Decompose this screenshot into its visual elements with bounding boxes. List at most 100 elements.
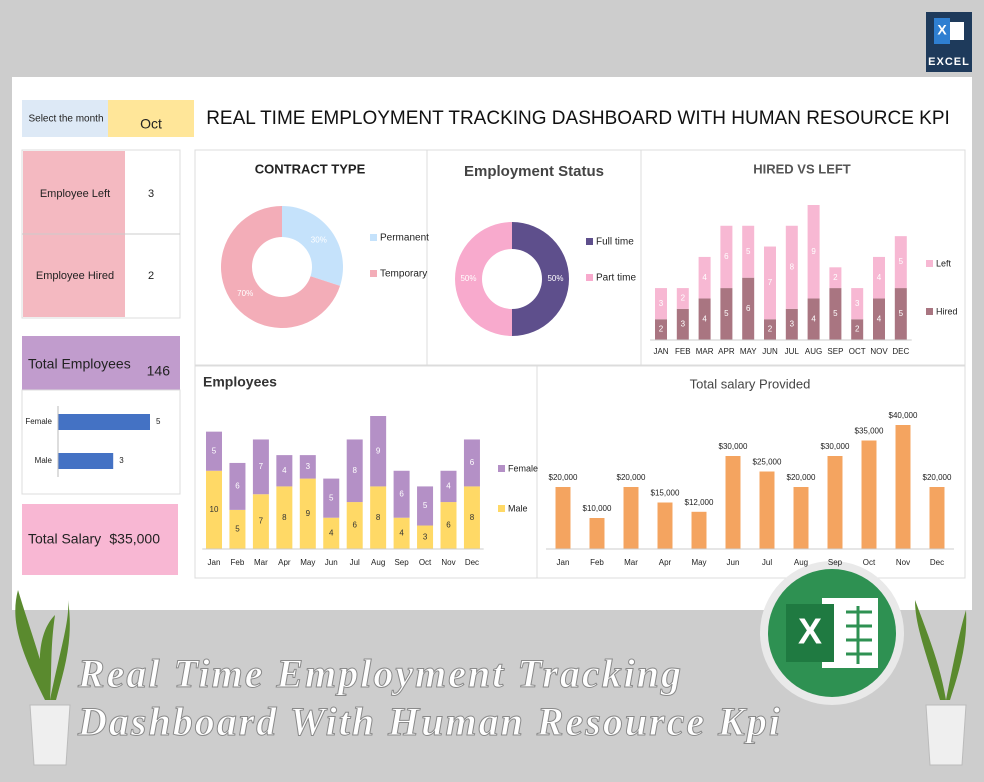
badge-sheet xyxy=(950,22,964,40)
data-label: 2 xyxy=(681,294,686,303)
data-label: $15,000 xyxy=(651,489,680,498)
data-label: 8 xyxy=(470,513,475,522)
bar-segment xyxy=(720,288,733,340)
bar-segment xyxy=(785,225,798,309)
x-tick-label: Dec xyxy=(465,558,479,567)
data-label: $20,000 xyxy=(923,473,952,482)
bar-segment xyxy=(851,319,864,340)
legend-swatch xyxy=(498,505,505,512)
bar xyxy=(58,414,150,430)
bar-segment xyxy=(276,486,293,549)
bar-segment xyxy=(764,246,776,320)
data-label: 8 xyxy=(790,262,795,271)
x-tick-label: JAN xyxy=(653,347,668,356)
bar-segment xyxy=(851,288,864,320)
salary-panel xyxy=(536,365,966,579)
x-tick-label: Feb xyxy=(590,558,604,567)
data-label: 5 xyxy=(212,446,217,455)
data-label: 2 xyxy=(855,325,860,334)
x-tick-label: Jul xyxy=(350,558,360,567)
bar-segment xyxy=(742,225,755,278)
data-label: 4 xyxy=(877,314,882,323)
bar-segment xyxy=(655,288,667,320)
bar-segment xyxy=(346,502,363,549)
data-label: 4 xyxy=(877,273,882,282)
bar-segment xyxy=(623,487,639,549)
month-value[interactable]: Oct xyxy=(140,116,162,132)
bar-segment xyxy=(299,455,316,479)
bar-segment xyxy=(691,511,707,549)
data-label: 9 xyxy=(811,247,816,256)
legend-label: Female xyxy=(508,463,538,473)
total-salary-value: $35,000 xyxy=(109,531,160,547)
legend-swatch xyxy=(926,308,933,315)
donut-segment xyxy=(455,222,512,336)
legend-label: Temporary xyxy=(380,269,427,280)
legend-label: Permanent xyxy=(380,233,429,244)
data-label: 2 xyxy=(659,325,664,334)
data-label: 5 xyxy=(235,525,240,534)
badge-label: EXCEL xyxy=(928,56,970,68)
bar-segment xyxy=(759,471,775,549)
dashboard-title: REAL TIME EMPLOYMENT TRACKING DASHBOARD … xyxy=(206,108,950,129)
data-label: $30,000 xyxy=(821,442,850,451)
x-tick-label: Aug xyxy=(371,558,385,567)
bar-segment xyxy=(655,319,667,340)
data-label: 7 xyxy=(259,517,264,526)
data-label: 9 xyxy=(306,509,311,518)
bar-segment xyxy=(229,509,246,549)
bar-segment xyxy=(698,256,711,299)
chart-title: HIRED VS LEFT xyxy=(753,161,851,176)
hired-left-panel xyxy=(640,149,966,366)
x-tick-label: AUG xyxy=(805,347,822,356)
month-box[interactable] xyxy=(108,100,194,137)
x-tick-label: May xyxy=(691,558,706,567)
kpi-left-label: Employee Left xyxy=(40,188,110,200)
plant-left xyxy=(15,590,71,766)
bar-segment xyxy=(785,308,798,340)
employees-panel xyxy=(194,365,538,579)
data-label: 6 xyxy=(724,252,729,261)
bar-segment xyxy=(463,486,480,549)
data-label: 4 xyxy=(702,314,707,323)
bar-segment xyxy=(807,298,820,340)
x-tick-label: Jul xyxy=(762,558,772,567)
data-label: 4 xyxy=(329,528,334,537)
data-label: $25,000 xyxy=(753,458,782,467)
data-label: 10 xyxy=(210,505,219,514)
legend-label: Left xyxy=(936,258,952,268)
data-label: 6 xyxy=(352,521,357,530)
data-label: 30% xyxy=(311,235,327,244)
month-label: Select the month xyxy=(28,114,103,125)
bar-segment xyxy=(417,486,434,526)
data-label: 5 xyxy=(833,309,838,318)
legend-label: Hired xyxy=(936,306,958,316)
chart-title: Employees xyxy=(203,374,277,390)
data-label: $30,000 xyxy=(719,442,748,451)
x-tick-label: MAR xyxy=(696,347,714,356)
data-label: 4 xyxy=(702,273,707,282)
badge-logo: X xyxy=(937,22,947,38)
data-label: 4 xyxy=(282,466,287,475)
bar-segment xyxy=(206,470,222,549)
x-tick-label: Oct xyxy=(863,558,876,567)
x-tick-label: FEB xyxy=(675,347,691,356)
x-tick-label: Mar xyxy=(624,558,638,567)
donut-segment xyxy=(220,206,341,328)
data-label: 3 xyxy=(855,299,860,308)
bar-segment xyxy=(720,225,733,289)
month-label-box[interactable] xyxy=(22,100,108,137)
data-label: 70% xyxy=(237,289,253,298)
bar-segment xyxy=(873,298,885,340)
legend-swatch xyxy=(370,270,377,277)
bar-segment xyxy=(206,431,222,471)
donut-segment xyxy=(282,206,343,286)
data-label: 2 xyxy=(833,273,838,282)
badge-icon xyxy=(934,18,950,44)
total-salary-label: Total Salary xyxy=(28,531,101,547)
total-employees-card xyxy=(22,336,180,390)
category-label: Male xyxy=(35,456,53,465)
x-tick-label: May xyxy=(300,558,315,567)
total-salary-card xyxy=(22,504,178,575)
